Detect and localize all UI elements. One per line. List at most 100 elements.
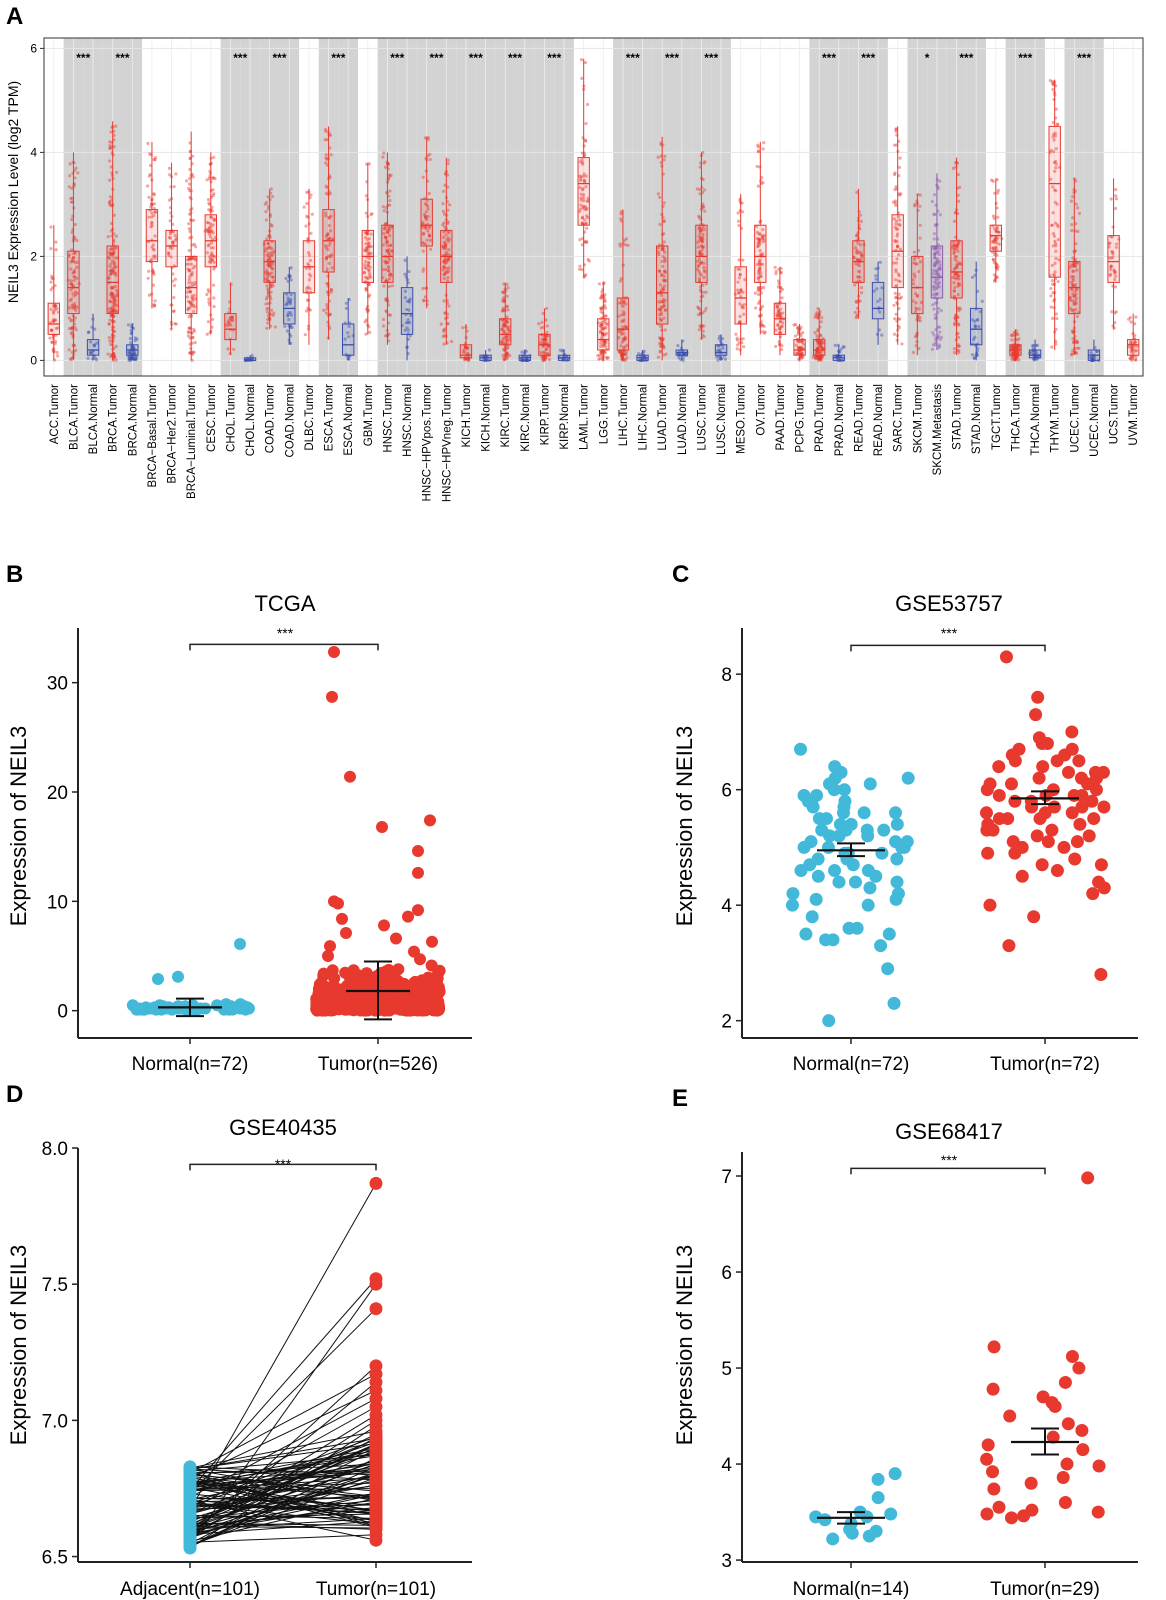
tumor-point — [1065, 742, 1079, 756]
data-point — [723, 357, 728, 361]
data-point — [134, 357, 138, 362]
data-point — [230, 318, 234, 323]
data-point — [284, 276, 288, 280]
normal-point — [797, 840, 811, 854]
tumor-point — [401, 996, 414, 1009]
data-point — [192, 327, 196, 332]
data-point — [150, 224, 154, 228]
normal-point — [190, 1003, 203, 1016]
data-point — [167, 198, 172, 202]
x-tick-label: DLBC.Tumor — [304, 384, 316, 451]
data-point — [190, 296, 194, 300]
data-point — [1017, 358, 1021, 362]
data-point — [698, 188, 702, 192]
data-point — [386, 266, 391, 270]
data-point — [107, 255, 111, 259]
data-point — [111, 285, 115, 289]
data-point — [421, 175, 425, 179]
data-point — [442, 221, 446, 225]
data-point — [74, 292, 78, 297]
tumor-point — [1008, 794, 1022, 808]
data-point — [286, 313, 290, 317]
data-point — [69, 326, 73, 331]
tumor-point — [1004, 777, 1018, 791]
data-point — [114, 299, 118, 303]
data-point — [270, 275, 275, 279]
x-tick-label: UVM.Tumor — [1128, 384, 1140, 446]
data-point — [446, 258, 450, 262]
tumor-point — [1072, 754, 1086, 768]
data-point — [190, 281, 194, 285]
data-point — [108, 178, 112, 182]
data-point — [704, 306, 708, 310]
data-point — [442, 260, 446, 264]
data-point — [406, 321, 410, 325]
data-point — [324, 161, 328, 165]
data-point — [364, 249, 369, 253]
data-point — [911, 350, 915, 355]
data-point — [952, 219, 957, 223]
box — [930, 245, 944, 299]
normal-point — [805, 910, 819, 924]
data-point — [152, 303, 156, 307]
data-point — [461, 326, 465, 330]
data-point — [813, 330, 817, 335]
tumor-point — [347, 964, 360, 977]
data-point — [266, 254, 271, 258]
data-point — [385, 230, 389, 234]
x-tick-label: LUSC.Tumor — [696, 384, 708, 451]
data-point — [71, 271, 75, 275]
data-point — [207, 177, 212, 181]
data-point — [210, 229, 214, 233]
data-point — [108, 318, 112, 322]
box — [224, 313, 237, 341]
data-point — [325, 138, 329, 142]
panel-b-tcga: TCGA Expression of NEIL3 *** Normal(n=72… — [6, 591, 472, 1075]
data-point — [446, 258, 450, 262]
panel-b-y-axis-label: Expression of NEIL3 — [6, 726, 31, 927]
data-point — [269, 263, 273, 267]
data-point — [426, 135, 430, 140]
data-point — [187, 330, 191, 335]
data-point — [698, 307, 702, 311]
tumor-point — [336, 912, 348, 925]
data-point — [173, 233, 177, 238]
data-point — [580, 268, 584, 272]
data-point — [189, 262, 193, 266]
x-tick-label: READ.Tumor — [853, 384, 865, 452]
data-point — [447, 266, 451, 270]
data-point — [383, 165, 388, 169]
data-point — [626, 243, 630, 247]
data-point — [210, 209, 214, 213]
data-point — [187, 182, 192, 186]
panel-a-y-axis-label: NEIL3 Expression Level (log2 TPM) — [5, 81, 21, 303]
data-point — [186, 308, 190, 312]
data-point — [268, 251, 273, 255]
data-point — [51, 311, 56, 315]
data-point — [506, 286, 510, 290]
data-point — [112, 329, 116, 333]
data-point — [193, 282, 197, 287]
data-point — [897, 165, 902, 170]
data-point — [264, 210, 268, 214]
data-point — [205, 332, 209, 336]
data-point — [1074, 202, 1078, 206]
data-point — [207, 290, 211, 294]
data-point — [87, 330, 91, 334]
data-point — [366, 243, 371, 248]
y-tick-label: 4 — [721, 896, 732, 917]
data-point — [188, 275, 192, 279]
normal-point — [848, 875, 862, 889]
data-point — [110, 258, 115, 263]
data-point — [50, 274, 54, 278]
data-point — [69, 318, 73, 322]
data-point — [421, 286, 425, 291]
data-point — [386, 260, 390, 265]
data-point — [273, 325, 277, 329]
data-point — [146, 141, 150, 146]
data-point — [408, 300, 412, 304]
data-point — [389, 243, 393, 247]
data-point — [952, 347, 956, 351]
panel-d-y-axis-label: Expression of NEIL3 — [6, 1245, 31, 1446]
data-point — [703, 209, 707, 213]
